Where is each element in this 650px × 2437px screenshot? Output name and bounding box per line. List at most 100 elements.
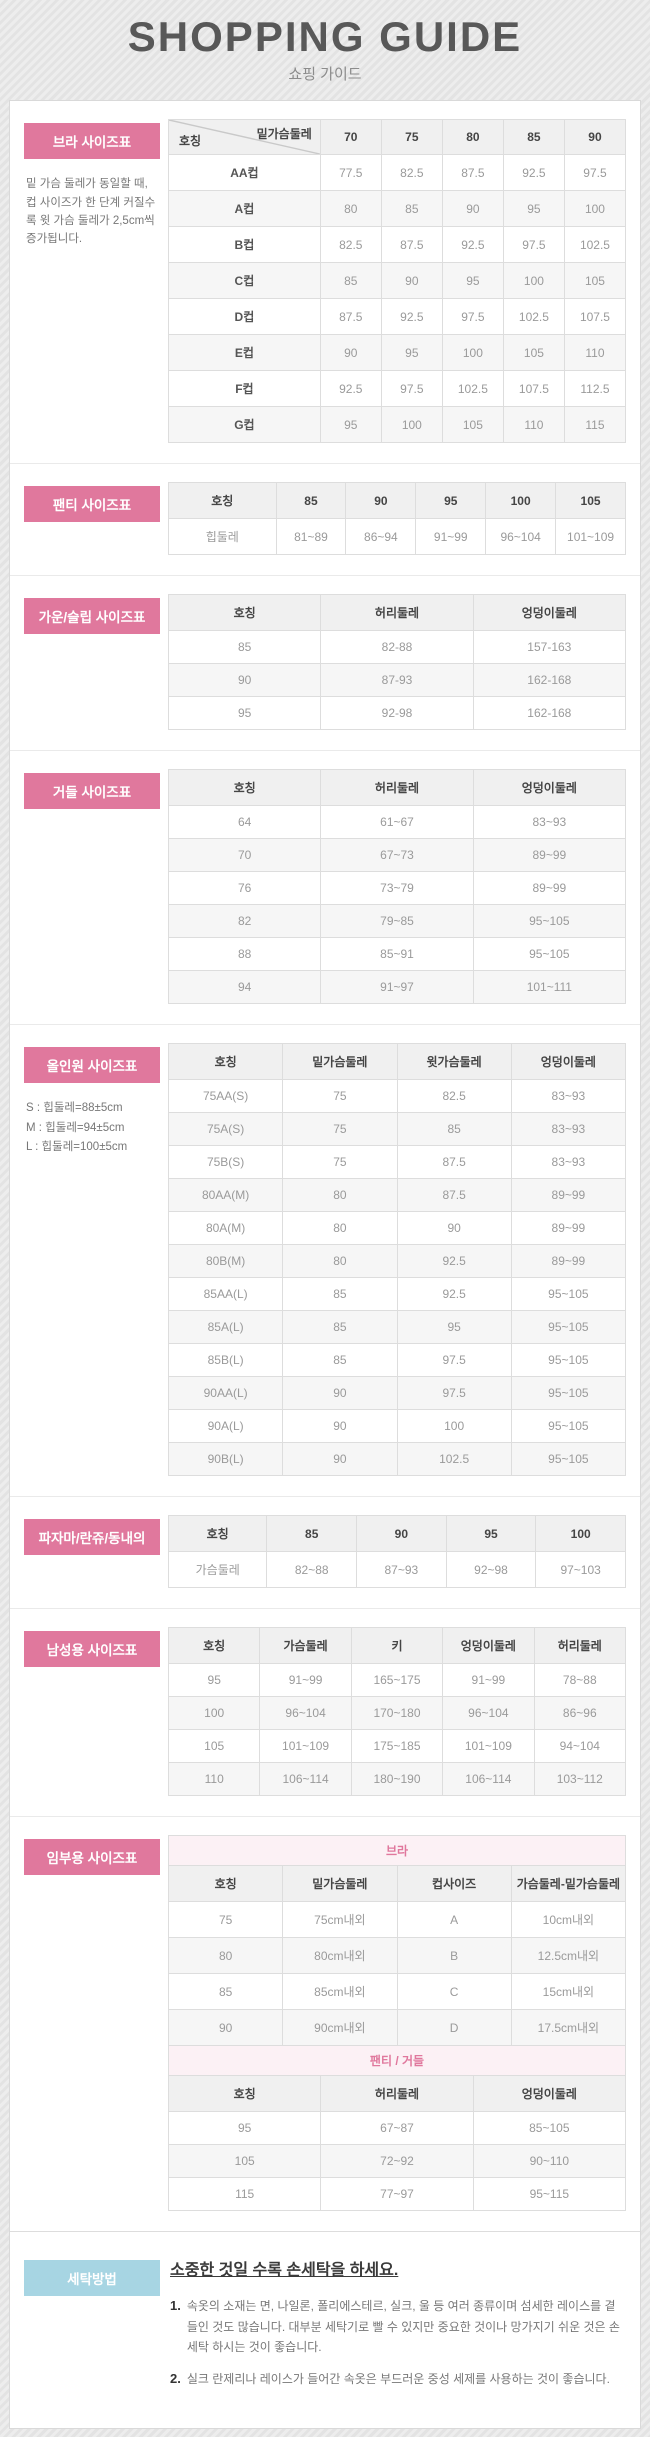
- maternity-tables: 브라 호칭 밑가슴둘레 컵사이즈 가슴둘레-밑가슴둘레 75 75cm내외 A 10cm내외 80…: [167, 1835, 627, 2212]
- men-size-table: 호칭 가슴둘레 키 엉덩이둘레 허리둘레 95 91~99 165~175 91~99 78~88…: [167, 1627, 627, 1797]
- maternity-table-cell: 77~97: [320, 2177, 474, 2212]
- washing-item-1-text: 속옷의 소재는 면, 나일론, 폴리에스테르, 실크, 울 등 여러 종류이며 …: [186, 2299, 620, 2354]
- pajama-header-row: 호칭 85 90 95 100: [167, 1515, 626, 1553]
- allinone-table-cell: 85: [396, 1112, 512, 1147]
- gown-table-cell: 157-163: [472, 630, 627, 665]
- bra-table-cell: B컵: [168, 226, 321, 264]
- allinone-table-cell: 90: [282, 1376, 398, 1411]
- allinone-table-cell: 80: [282, 1178, 398, 1213]
- bra-table-row: B컵 82.5 87.5 92.5 97.5 102.5: [168, 226, 627, 264]
- bra-table-cell: 100: [502, 262, 565, 300]
- men-column-header: 키: [350, 1627, 444, 1665]
- maternity-column-header: 컵사이즈: [396, 1865, 512, 1903]
- allinone-table-cell: 90B(L): [167, 1442, 284, 1477]
- bra-table-cell: 107.5: [502, 370, 565, 408]
- pajama-column-header: 호칭: [167, 1515, 268, 1553]
- men-table-cell: 95: [167, 1663, 261, 1698]
- bra-table-cell: 97.5: [502, 226, 565, 264]
- allinone-table-cell: 102.5: [396, 1442, 512, 1477]
- girdle-table-cell: 95~105: [472, 904, 627, 939]
- panty-left-column: 팬티 사이즈표: [18, 482, 168, 555]
- bra-table-cell: 112.5: [563, 370, 627, 408]
- men-table-cell: 175~185: [350, 1729, 444, 1764]
- bra-table-cell: 102.5: [441, 370, 504, 408]
- men-left-column: 남성용 사이즈표: [18, 1627, 168, 1796]
- allinone-table-cell: 100: [396, 1409, 512, 1444]
- panty-column-header: 105: [555, 482, 626, 520]
- maternity-header-row: 호칭 밑가슴둘레 컵사이즈 가슴둘레-밑가슴둘레: [167, 1865, 627, 1903]
- allinone-table-cell: 90: [282, 1442, 398, 1477]
- allinone-table-cell: 90: [282, 1409, 398, 1444]
- allinone-size-table: 호칭 밑가슴둘레 윗가슴둘레 엉덩이둘레 75AA(S) 75 82.5 83~93 75A(S…: [167, 1043, 627, 1477]
- maternity-table-cell: 80: [167, 1937, 284, 1975]
- maternity-table-cell: 72~92: [320, 2144, 474, 2179]
- bra-table-row: F컵 92.5 97.5 102.5 107.5 112.5: [168, 370, 627, 408]
- allinone-table-cell: 75A(S): [167, 1112, 284, 1147]
- allinone-table-row: 85AA(L) 85 92.5 95~105: [167, 1277, 627, 1312]
- allinone-table-cell: 85: [282, 1277, 398, 1312]
- men-section-label: 남성용 사이즈표: [24, 1631, 160, 1668]
- section-men: 남성용 사이즈표 호칭 가슴둘레 키 엉덩이둘레 허리둘레 95 91~99 165~175 91…: [10, 1608, 640, 1816]
- gown-tables: 호칭 허리둘레 엉덩이둘레 85 82-88 157-163 90 87-93 162-168 9…: [167, 594, 627, 731]
- girdle-column-header: 허리둘레: [320, 769, 474, 807]
- bra-table-cell: 102.5: [563, 226, 627, 264]
- pajama-column-header: 100: [535, 1515, 626, 1553]
- pajama-section-label: 파자마/란쥬/동내의: [24, 1519, 160, 1556]
- panty-table-row: 힙둘레 81~89 86~94 91~99 96~104 101~109: [168, 518, 626, 556]
- maternity-table-cell: 105: [167, 2144, 322, 2179]
- men-table-cell: 105: [167, 1729, 261, 1764]
- gown-table-row: 85 82-88 157-163: [167, 630, 627, 665]
- allinone-table-cell: 95~105: [510, 1376, 627, 1411]
- girdle-left-column: 거들 사이즈표: [18, 769, 168, 1004]
- allinone-table-row: 90AA(L) 90 97.5 95~105: [167, 1376, 627, 1411]
- maternity-table-row: 115 77~97 95~115: [167, 2177, 627, 2212]
- washing-left-column: 세탁방법: [18, 2256, 168, 2402]
- gown-table-cell: 162-168: [472, 696, 627, 731]
- bra-tables: 밑가슴둘레 호칭 70 75 80 85 90 AA컵 77.5 82.5 87.5 92.5 97.5…: [168, 119, 627, 444]
- gown-size-table: 호칭 허리둘레 엉덩이둘레 85 82-88 157-163 90 87-93 162-168 9…: [167, 594, 627, 731]
- maternity-table-cell: 67~87: [320, 2111, 474, 2146]
- washing-title: 소중한 것일 수록 손세탁을 하세요.: [170, 2262, 399, 2280]
- girdle-table-cell: 64: [167, 805, 322, 840]
- allinone-table-row: 85A(L) 85 95 95~105: [167, 1310, 627, 1345]
- men-table-cell: 91~99: [259, 1663, 352, 1698]
- men-column-header: 가슴둘레: [259, 1627, 352, 1665]
- allinone-table-cell: 95~105: [510, 1343, 627, 1378]
- allinone-table-cell: 80: [282, 1211, 398, 1246]
- maternity-table-cell: 90~110: [472, 2144, 627, 2179]
- maternity-table-cell: 95~115: [472, 2177, 627, 2212]
- maternity-table-row: 85 85cm내외 C 15cm내외: [167, 1973, 627, 2011]
- gown-column-header: 엉덩이둘레: [472, 594, 627, 632]
- panty-column-header: 90: [345, 482, 417, 520]
- bra-size-table: 밑가슴둘레 호칭 70 75 80 85 90 AA컵 77.5 82.5 87.5 92.5 97.5…: [168, 119, 627, 444]
- maternity-table-row: 90 90cm내외 D 17.5cm내외: [167, 2009, 627, 2047]
- allinone-table-cell: 80: [282, 1244, 398, 1279]
- gown-section-label: 가운/슬립 사이즈표: [24, 598, 160, 635]
- girdle-table-cell: 82: [167, 904, 322, 939]
- allinone-table-cell: 95~105: [510, 1409, 627, 1444]
- allinone-table-row: 90A(L) 90 100 95~105: [167, 1409, 627, 1444]
- maternity-table-row: 95 67~87 85~105: [167, 2111, 627, 2146]
- girdle-table-row: 88 85~91 95~105: [167, 937, 627, 972]
- bra-table-cell: 97.5: [563, 154, 627, 192]
- panty-tables: 호칭 85 90 95 100 105 힙둘레 81~89 86~94 91~99 96~104 10…: [168, 482, 626, 556]
- gown-left-column: 가운/슬립 사이즈표: [18, 594, 168, 730]
- girdle-table-cell: 89~99: [472, 871, 627, 906]
- allinone-table-row: 85B(L) 85 97.5 95~105: [167, 1343, 627, 1378]
- maternity-table-row: 75 75cm내외 A 10cm내외: [167, 1901, 627, 1939]
- panty-column-header: 85: [275, 482, 347, 520]
- panty-section-label: 팬티 사이즈표: [24, 486, 160, 523]
- men-table-cell: 96~104: [259, 1696, 352, 1731]
- allinone-table-cell: 95: [396, 1310, 512, 1345]
- maternity-column-header: 호칭: [167, 2075, 322, 2113]
- girdle-table-cell: 70: [167, 838, 322, 873]
- girdle-column-header: 엉덩이둘레: [472, 769, 627, 807]
- panty-column-header: 100: [485, 482, 557, 520]
- bra-table-cell: 77.5: [319, 154, 382, 192]
- bra-table-cell: 97.5: [441, 298, 504, 336]
- bra-column-header: 80: [441, 119, 504, 156]
- allinone-table-cell: 85B(L): [167, 1343, 284, 1378]
- content-box: 브라 사이즈표 밑 가슴 둘레가 동일할 때, 컵 사이즈가 한 단계 커질수록 …: [9, 100, 641, 2430]
- bra-table-cell: 110: [502, 406, 565, 444]
- maternity-table-cell: 12.5cm내외: [510, 1937, 627, 1975]
